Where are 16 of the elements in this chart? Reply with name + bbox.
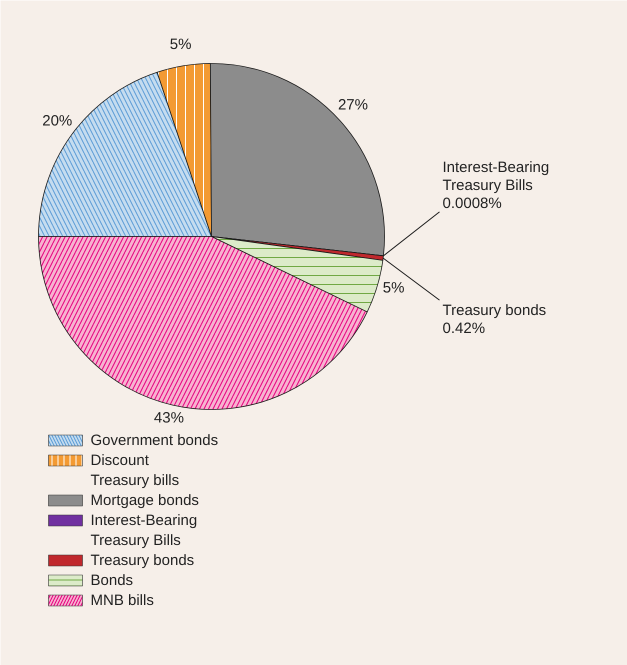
legend-label: Treasury bonds bbox=[90, 552, 194, 569]
data-label: 43% bbox=[154, 409, 184, 426]
slice-label: Treasury bonds bbox=[442, 302, 546, 320]
data-label: 0.42% bbox=[442, 320, 486, 338]
legend-label: MNB bills bbox=[90, 592, 154, 609]
legend-label: Government bonds bbox=[90, 432, 218, 449]
data-label: 20% bbox=[42, 112, 72, 130]
data-label: 5% bbox=[382, 279, 404, 296]
legend-label: Bonds bbox=[90, 572, 134, 589]
legend-label: Interest-Bearing Treasury Bills bbox=[90, 512, 198, 549]
slice-label: Interest-Bearing Treasury Bills bbox=[442, 158, 550, 194]
data-label: 0.0008% bbox=[442, 194, 502, 212]
data-label: 5% bbox=[170, 36, 192, 54]
legend-label: Discount Treasury bills bbox=[90, 452, 180, 489]
legend-label: Mortgage bonds bbox=[90, 492, 199, 509]
data-label: 27% bbox=[338, 96, 368, 114]
